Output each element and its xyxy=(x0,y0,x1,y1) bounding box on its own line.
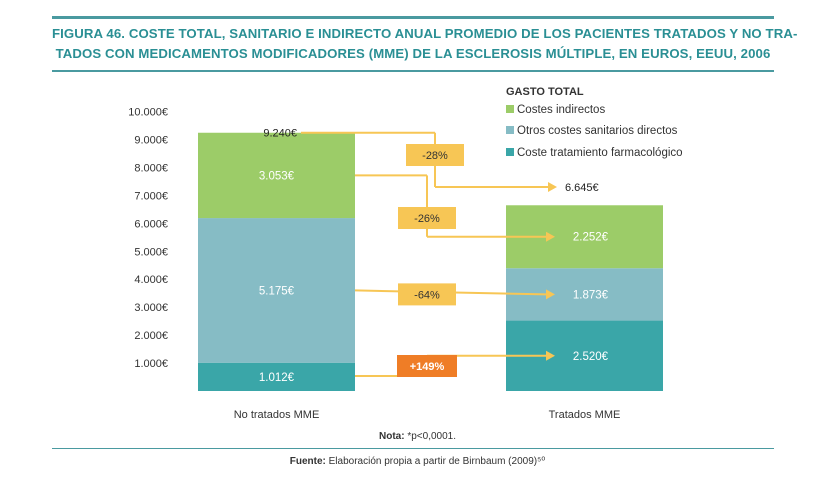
y-tick-label: 5.000€ xyxy=(134,246,168,258)
change-badge-label: -28% xyxy=(422,150,448,162)
segment-value-label: 5.175€ xyxy=(259,285,295,297)
legend-label: Costes indirectos xyxy=(517,104,605,116)
figure-title: FIGURA 46. COSTE TOTAL, SANITARIO E INDI… xyxy=(52,24,798,64)
change-badge xyxy=(397,355,457,377)
segment-value-label: 2.252€ xyxy=(573,232,609,244)
figure-title-line-1: FIGURA 46. COSTE TOTAL, SANITARIO E INDI… xyxy=(52,26,798,41)
note: Nota: *p<0,0001. xyxy=(0,431,835,442)
connector-arrowhead xyxy=(546,350,555,361)
legend-swatch xyxy=(506,105,514,113)
title-underline xyxy=(52,70,774,72)
source-label: Fuente: xyxy=(289,456,326,467)
y-tick-label: 2.000€ xyxy=(134,330,168,342)
bar-segment xyxy=(198,132,355,219)
connector-arrowhead xyxy=(548,182,557,192)
change-badge-label: -26% xyxy=(414,213,440,225)
top-rule xyxy=(52,16,774,19)
note-text: *p<0,0001. xyxy=(404,431,456,442)
total-label-untreated: 9.240€ xyxy=(263,128,297,140)
legend-label: Otros costes sanitarios directos xyxy=(517,125,678,137)
total-label-treated: 6.645€ xyxy=(565,182,599,194)
y-tick-label: 3.000€ xyxy=(134,302,168,314)
y-tick-label: 4.000€ xyxy=(134,274,168,286)
segment-value-label: 2.520€ xyxy=(573,351,609,363)
note-label: Nota: xyxy=(379,431,405,442)
y-tick-label: 8.000€ xyxy=(134,162,168,174)
y-tick-label: 9.000€ xyxy=(134,134,168,146)
connector-arrowhead xyxy=(546,289,555,300)
y-tick-label: 1.000€ xyxy=(134,358,168,370)
category-label: Tratados MME xyxy=(549,409,621,421)
change-badge xyxy=(398,207,456,229)
legend-label: Coste tratamiento farmacológico xyxy=(517,147,683,159)
y-tick-label: 10.000€ xyxy=(128,107,168,119)
change-badge-label: -64% xyxy=(414,289,440,301)
legend-swatch xyxy=(506,126,514,134)
y-tick-label: 7.000€ xyxy=(134,190,168,202)
change-badge xyxy=(406,144,464,166)
bar-segment xyxy=(198,362,355,391)
legend-swatch xyxy=(506,148,514,156)
segment-value-label: 1.012€ xyxy=(259,372,295,384)
segment-value-label: 1.873€ xyxy=(573,289,609,301)
change-badge-label: +149% xyxy=(410,361,445,373)
figure-title-line-2: TADOS CON MEDICAMENTOS MODIFICADORES (MM… xyxy=(55,46,771,61)
legend-title: GASTO TOTAL xyxy=(506,86,584,98)
change-badge xyxy=(398,283,456,306)
source: Fuente: Elaboración propia a partir de B… xyxy=(0,456,835,467)
connector-arrowhead xyxy=(546,231,555,242)
y-tick-label: 6.000€ xyxy=(134,218,168,230)
category-label: No tratados MME xyxy=(234,409,320,421)
source-text: Elaboración propia a partir de Birnbaum … xyxy=(325,456,546,467)
bar-segment xyxy=(198,218,355,363)
segment-value-label: 3.053€ xyxy=(259,170,295,182)
bottom-rule xyxy=(52,448,774,449)
